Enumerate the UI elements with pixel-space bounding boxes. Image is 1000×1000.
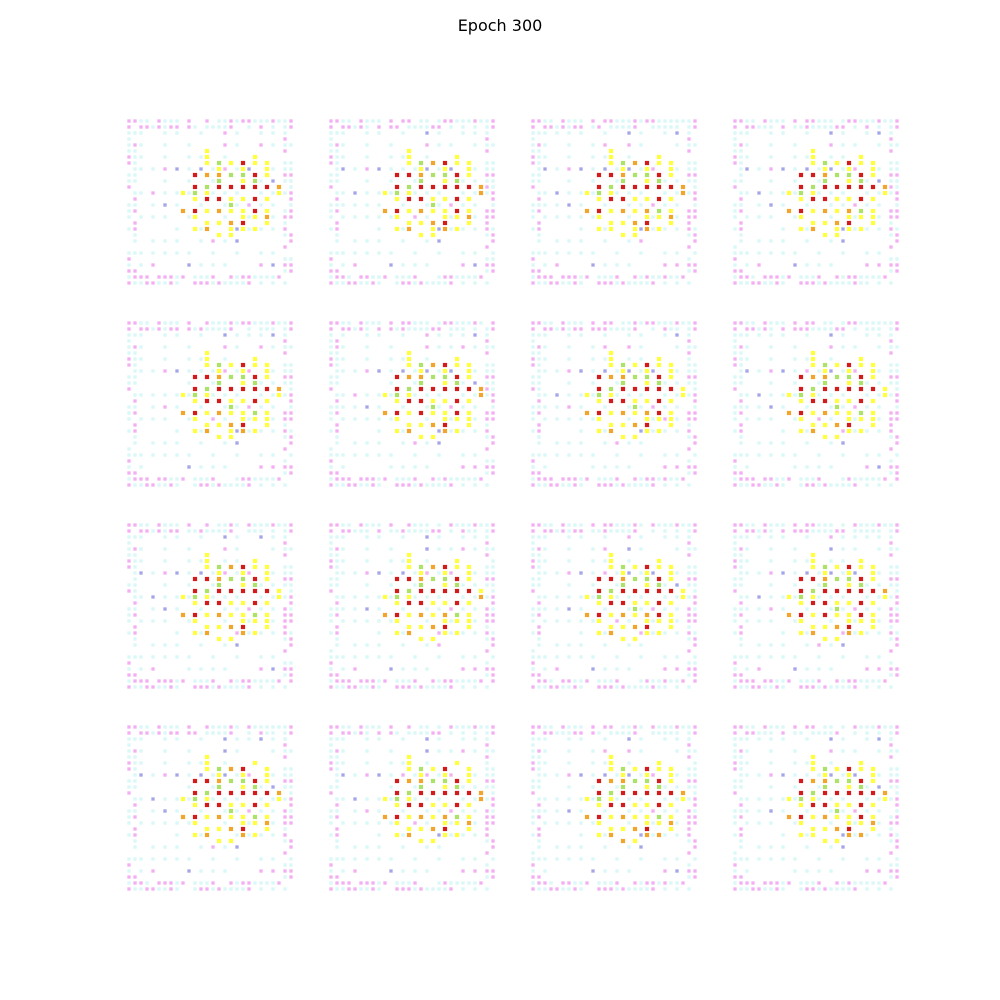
sample-pixels (530, 320, 698, 488)
sample-pixels (732, 522, 900, 690)
generated-sample-image (126, 118, 294, 286)
generated-sample-image (328, 724, 496, 892)
generated-sample-image (732, 320, 900, 488)
generated-sample-image (126, 724, 294, 892)
generated-sample-image (126, 522, 294, 690)
sample-pixels (328, 118, 496, 286)
sample-pixels (126, 320, 294, 488)
generated-sample-image (530, 724, 698, 892)
sample-pixels (732, 320, 900, 488)
sample-pixels (530, 724, 698, 892)
generated-sample-image (530, 320, 698, 488)
sample-pixels (732, 118, 900, 286)
sample-pixels (530, 118, 698, 286)
sample-pixels (732, 724, 900, 892)
sample-pixels (328, 320, 496, 488)
sample-pixels (126, 724, 294, 892)
sample-pixels (126, 522, 294, 690)
generated-sample-image (732, 724, 900, 892)
generated-sample-image (530, 118, 698, 286)
figure-title: Epoch 300 (457, 16, 543, 35)
sample-pixels (530, 522, 698, 690)
generated-sample-image (732, 522, 900, 690)
generated-sample-image (328, 522, 496, 690)
generated-sample-image (732, 118, 900, 286)
generated-sample-image (328, 320, 496, 488)
sample-pixels (328, 724, 496, 892)
sample-pixels (328, 522, 496, 690)
sample-pixels (126, 118, 294, 286)
generated-sample-image (126, 320, 294, 488)
generated-sample-image (530, 522, 698, 690)
generated-sample-image (328, 118, 496, 286)
